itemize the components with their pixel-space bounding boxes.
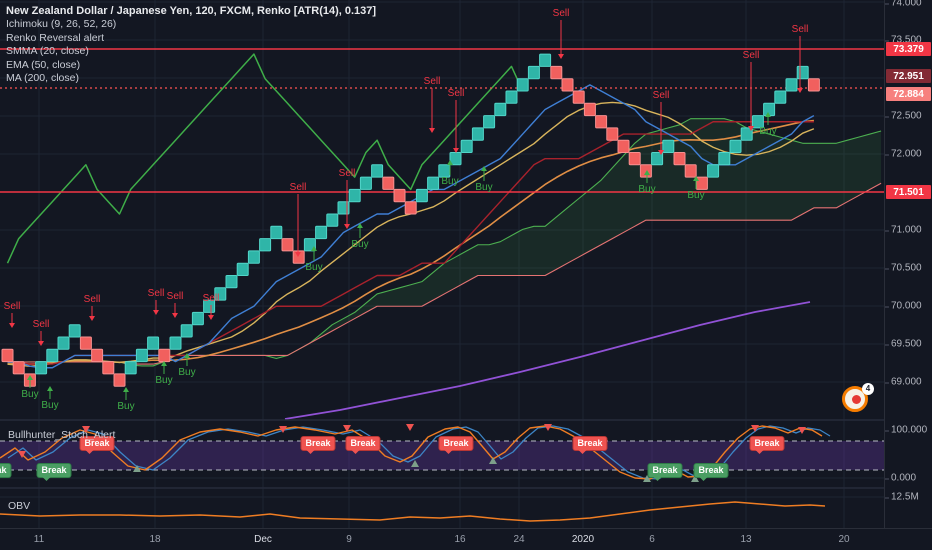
price-axis-label: 69.000 [891,377,922,388]
price-badge: 72.884 [886,87,931,101]
sell-label: Sell [448,88,465,99]
symbol-title[interactable]: New Zealand Dollar / Japanese Yen, 120, … [6,4,376,18]
stoch-down-triangle-icon [798,427,806,434]
buy-label: Buy [21,389,38,400]
legend-indicator-1[interactable]: Renko Reversal alert [6,32,376,46]
break-badge: Break [438,436,473,451]
time-axis-label: 11 [34,534,44,545]
sell-label: Sell [33,319,50,330]
buy-label: Buy [155,375,172,386]
time-axis-label: 2020 [572,534,594,545]
idea-dot-icon [852,395,861,404]
price-axis-label: 0.000 [891,473,916,484]
price-badge: 72.951 [886,69,931,83]
sell-label: Sell [424,76,441,87]
trading-chart-app: SellSellSellSellSellSellSellSellSellSell… [0,0,932,550]
price-axis[interactable]: 74.00073.50072.50072.00071.00070.50070.0… [884,0,932,528]
price-axis-label: 70.000 [891,301,922,312]
legend-indicator-4[interactable]: MA (200, close) [6,72,376,86]
indicator-legend-list: Ichimoku (9, 26, 52, 26)Renko Reversal a… [6,18,376,86]
time-axis-label: 20 [838,534,849,545]
time-axis-label: 18 [149,534,160,545]
buy-label: Buy [305,262,322,273]
price-axis-label: 71.000 [891,225,922,236]
legend: New Zealand Dollar / Japanese Yen, 120, … [6,4,376,86]
buy-label: Buy [351,239,368,250]
break-badge: Break [693,463,728,478]
legend-indicator-0[interactable]: Ichimoku (9, 26, 52, 26) [6,18,376,32]
price-badge: 73.379 [886,42,931,56]
buy-label: Buy [638,184,655,195]
legend-indicator-2[interactable]: SMMA (20, close) [6,45,376,59]
break-badge: Break [749,436,784,451]
time-axis[interactable]: 11 18 Dec 9 16 24 2020 6 13 20 [0,528,932,550]
break-badge: Break [572,436,607,451]
sell-label: Sell [339,168,356,179]
break-badge: Break [300,436,335,451]
price-axis-label: 70.500 [891,263,922,274]
buy-label: Buy [178,367,195,378]
legend-indicator-3[interactable]: EMA (50, close) [6,59,376,73]
obv-pane-label[interactable]: OBV [8,500,30,512]
price-axis-label: 100.000 [891,425,927,436]
sell-label: Sell [553,8,570,19]
stoch-down-triangle-icon [406,424,414,431]
time-axis-label: 9 [346,534,352,545]
sell-label: Sell [203,293,220,304]
sell-label: Sell [290,182,307,193]
sell-label: Sell [84,294,101,305]
sell-label: Sell [148,288,165,299]
buy-label: Buy [41,400,58,411]
sell-label: Sell [792,24,809,35]
sell-label: Sell [167,291,184,302]
time-axis-label: 16 [454,534,465,545]
break-badge: Break [0,463,12,478]
buy-label: Buy [441,176,458,187]
time-axis-label: 24 [513,534,524,545]
buy-label: Buy [117,401,134,412]
sell-label: Sell [653,90,670,101]
price-badge: 71.501 [886,185,931,199]
time-axis-label: 6 [649,534,655,545]
idea-count-badge: 4 [862,383,874,395]
publish-idea-button[interactable]: 4 [842,383,874,415]
sell-label: Sell [743,50,760,61]
time-axis-label: 13 [740,534,751,545]
price-axis-label: 12.5M [891,492,919,503]
stoch-pane-label[interactable]: Bullhunter_Stoch_Alert [8,429,115,441]
break-badge: Break [36,463,71,478]
price-axis-label: 74.000 [891,0,922,9]
buy-label: Buy [475,182,492,193]
break-badge: Break [345,436,380,451]
buy-label: Buy [687,190,704,201]
time-axis-label: Dec [254,534,272,545]
break-badge: Break [647,463,682,478]
buy-label: Buy [759,126,776,137]
sell-label: Sell [4,301,21,312]
price-axis-label: 72.500 [891,111,922,122]
price-axis-label: 69.500 [891,339,922,350]
price-axis-label: 72.000 [891,149,922,160]
